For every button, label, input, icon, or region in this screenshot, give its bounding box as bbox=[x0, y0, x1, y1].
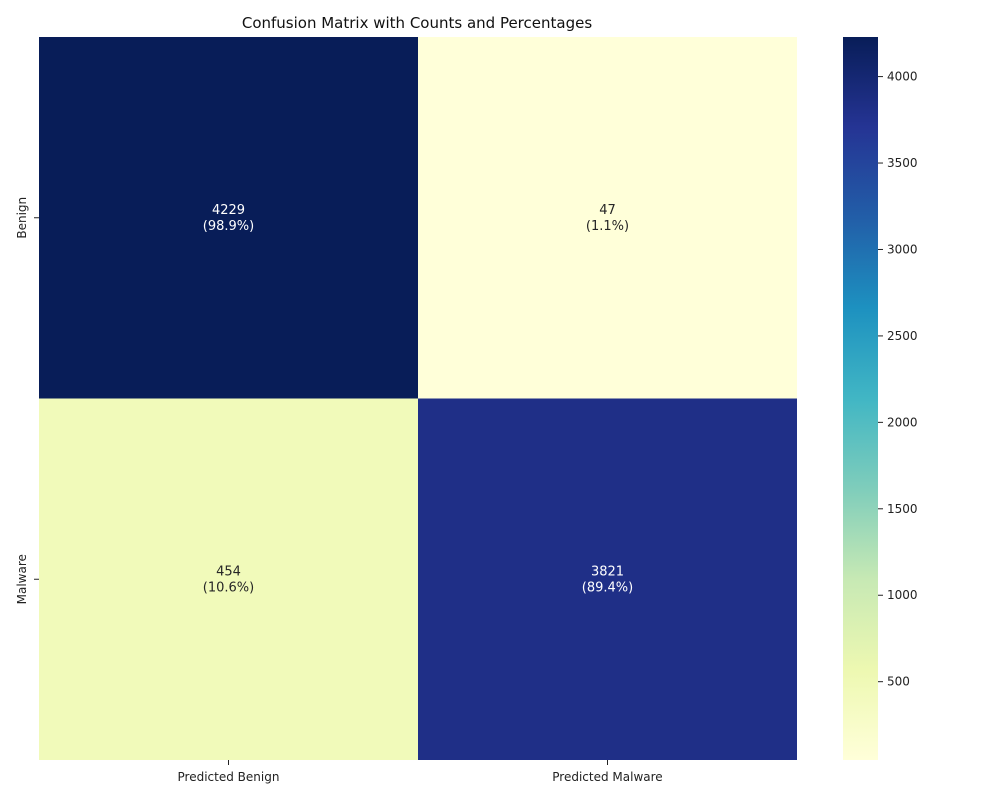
cell-percent-label-0-1: (1.1%) bbox=[586, 219, 629, 234]
colorbar-tick-label-2: 1500 bbox=[887, 502, 918, 516]
colorbar-tick-label-5: 3000 bbox=[887, 242, 918, 256]
x-axis: Predicted Benign Predicted Malware bbox=[178, 760, 663, 784]
cell-percent-label-1-0: (10.6%) bbox=[203, 580, 254, 595]
cell-count-label-1-1: 3821 bbox=[591, 564, 624, 579]
colorbar-tick-label-7: 4000 bbox=[887, 70, 918, 84]
heatmap-cell-1-0 bbox=[39, 398, 418, 760]
colorbar-tick-label-1: 1000 bbox=[887, 588, 918, 602]
cell-percent-label-1-1: (89.4%) bbox=[582, 580, 633, 595]
cell-count-label-1-0: 454 bbox=[216, 564, 241, 579]
y-tick-label-1: Malware bbox=[15, 554, 29, 604]
heatmap-cell-1-1 bbox=[418, 398, 797, 760]
colorbar-tick-label-4: 2500 bbox=[887, 329, 918, 343]
x-tick-label-0: Predicted Benign bbox=[178, 770, 280, 784]
cell-count-label-0-1: 47 bbox=[599, 203, 616, 218]
heatmap-cell-0-0 bbox=[39, 37, 418, 399]
cell-count-label-0-0: 4229 bbox=[212, 203, 245, 218]
colorbar-tick-label-0: 500 bbox=[887, 675, 910, 689]
colorbar-tick-label-6: 3500 bbox=[887, 156, 918, 170]
colorbar-tick-label-3: 2000 bbox=[887, 415, 918, 429]
cell-percent-label-0-0: (98.9%) bbox=[203, 219, 254, 234]
chart-title: Confusion Matrix with Counts and Percent… bbox=[242, 14, 592, 32]
heatmap-cell-0-1 bbox=[418, 37, 797, 399]
y-tick-label-0: Benign bbox=[15, 197, 29, 239]
colorbar: 500 1000 1500 2000 2500 3000 3500 4000 bbox=[843, 37, 918, 760]
colorbar-gradient bbox=[843, 37, 878, 760]
x-tick-label-1: Predicted Malware bbox=[552, 770, 662, 784]
heatmap-cells: 4229(98.9%) 47(1.1%) 454(10.6%) 3821(89.4%) bbox=[39, 37, 797, 760]
y-axis: Benign Malware bbox=[15, 197, 39, 604]
